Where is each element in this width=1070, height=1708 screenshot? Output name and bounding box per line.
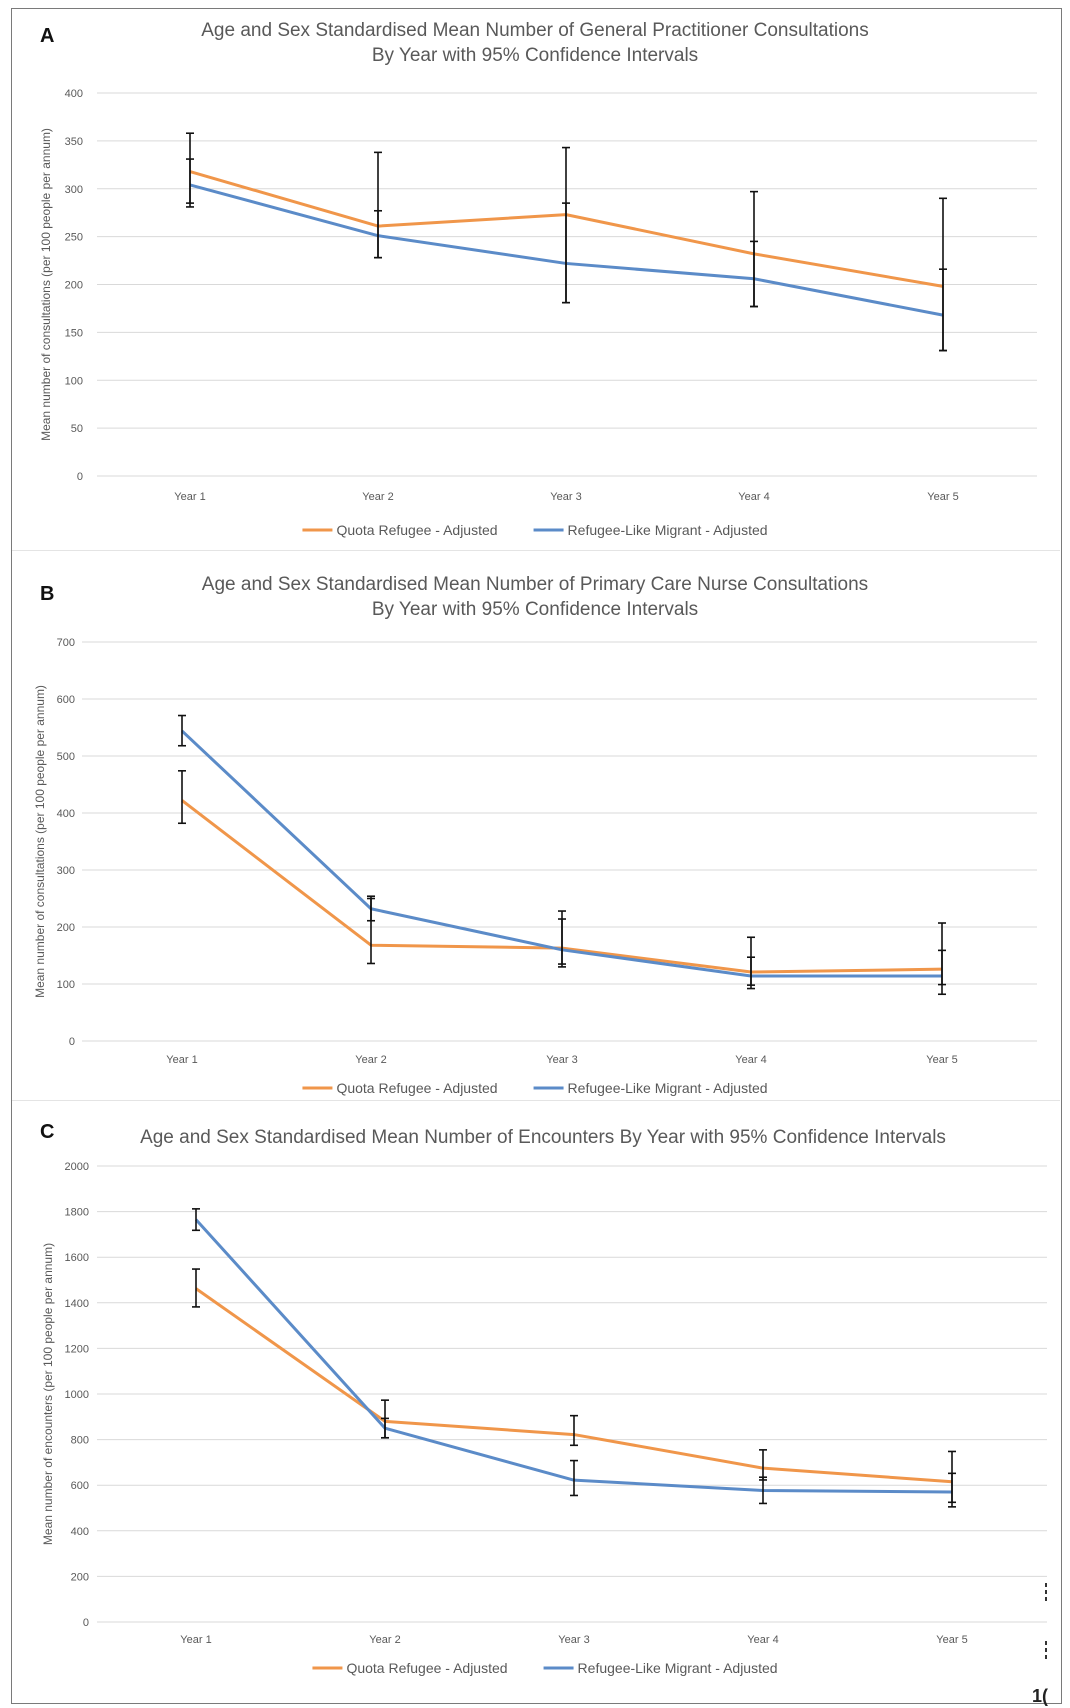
edge-mark: 1( [1032,1686,1048,1706]
y-axis-label: Mean number of consultations (per 100 pe… [39,128,53,441]
y-tick-label: 250 [65,232,83,244]
error-bar-migrant [367,897,375,922]
chart-title-line: Age and Sex Standardised Mean Number of … [140,1127,946,1148]
error-bar-migrant [562,202,570,304]
y-tick-label: 300 [57,865,75,877]
series-line-quota [195,1287,953,1484]
error-bar-migrant [939,268,947,352]
figure-border [11,8,1062,1704]
chart-panel-b: B Age and Sex Standardised Mean Number of… [33,574,1037,1096]
x-tick-label: Year 4 [735,1054,766,1066]
legend-label: Quota Refugee - Adjusted [336,1080,497,1096]
y-tick-label: 0 [69,1036,75,1048]
error-bar-migrant [948,1472,956,1508]
y-tick-label: 1000 [65,1389,89,1401]
y-axis-label: Mean number of consultations (per 100 pe… [33,685,47,998]
y-tick-label: 400 [65,88,83,100]
y-tick-label: 1800 [65,1207,89,1219]
error-bar-migrant [374,209,382,259]
y-tick-label: 700 [57,637,75,649]
chart-legend: Quota Refugee - Adjusted Refugee-Like Mig… [302,522,768,538]
y-tick-label: 100 [57,979,75,991]
y-tick-label: 800 [71,1435,89,1447]
y-tick-label: 200 [57,922,75,934]
series-line-migrant [194,1218,953,1494]
edge-artifact [1045,1583,1047,1659]
y-tick-label: 1400 [65,1298,89,1310]
panel-letter: A [40,25,54,47]
error-bar-migrant [192,1208,200,1232]
legend-label: Refugee-Like Migrant - Adjusted [568,1080,768,1096]
x-tick-label: Year 5 [936,1634,967,1646]
error-bar-quota [570,1414,578,1447]
error-bar-quota [178,770,186,825]
x-tick-label: Year 2 [355,1054,386,1066]
chart-title-line: By Year with 95% Confidence Intervals [372,45,698,66]
panel-separator [12,550,1060,551]
y-tick-label: 500 [57,751,75,763]
legend-label: Quota Refugee - Adjusted [336,522,497,538]
chart-panel-c: C Age and Sex Standardised Mean Number of… [40,1121,1047,1676]
error-bar-migrant [938,949,946,986]
error-bar-migrant [759,1476,767,1505]
error-bar-migrant [570,1459,578,1497]
y-tick-label: 600 [57,694,75,706]
y-tick-label: 0 [77,471,83,483]
chart-title-line: By Year with 95% Confidence Intervals [372,599,698,620]
error-bar-migrant [750,240,758,308]
x-tick-label: Year 3 [546,1054,577,1066]
x-tick-label: Year 2 [369,1634,400,1646]
y-tick-label: 50 [71,423,83,435]
y-tick-label: 350 [65,136,83,148]
x-tick-label: Year 4 [738,491,769,503]
y-axis-label: Mean number of encounters (per 100 peopl… [41,1243,55,1545]
error-bar-migrant [381,1417,389,1439]
chart-title-line: Age and Sex Standardised Mean Number of … [201,20,869,41]
error-bar-quota [759,1449,767,1481]
x-tick-label: Year 2 [362,491,393,503]
panel-letter: C [40,1121,54,1143]
x-tick-label: Year 1 [166,1054,197,1066]
legend-label: Refugee-Like Migrant - Adjusted [578,1660,778,1676]
chart-panel-a: A Age and Sex Standardised Mean Number of… [39,20,1037,538]
panel-letter: B [40,583,54,605]
y-tick-label: 600 [71,1480,89,1492]
chart-legend: Quota Refugee - Adjusted Refugee-Like Mig… [312,1660,778,1676]
error-bar-migrant [186,158,194,208]
legend-label: Quota Refugee - Adjusted [346,1660,507,1676]
x-tick-label: Year 1 [174,491,205,503]
y-tick-label: 100 [65,375,83,387]
y-tick-label: 1200 [65,1343,89,1355]
x-tick-label: Year 5 [927,491,958,503]
y-tick-label: 1600 [65,1252,89,1264]
y-tick-label: 200 [65,280,83,292]
y-tick-label: 400 [71,1526,89,1538]
x-tick-label: Year 5 [926,1054,957,1066]
x-tick-label: Year 1 [180,1634,211,1646]
y-tick-label: 300 [65,184,83,196]
y-tick-label: 400 [57,808,75,820]
y-tick-label: 200 [71,1571,89,1583]
chart-title-line: Age and Sex Standardised Mean Number of … [202,574,868,595]
x-tick-label: Year 4 [747,1634,778,1646]
x-tick-label: Year 3 [558,1634,589,1646]
legend-label: Refugee-Like Migrant - Adjusted [568,522,768,538]
chart-legend: Quota Refugee - Adjusted Refugee-Like Mig… [302,1080,768,1096]
error-bar-migrant [747,956,755,986]
error-bar-migrant [178,714,186,747]
y-tick-label: 150 [65,327,83,339]
y-tick-label: 2000 [65,1161,89,1173]
error-bar-quota [192,1268,200,1308]
panel-separator [12,1100,1060,1101]
x-tick-label: Year 3 [550,491,581,503]
y-tick-label: 0 [83,1617,89,1629]
error-bar-migrant [558,918,566,965]
